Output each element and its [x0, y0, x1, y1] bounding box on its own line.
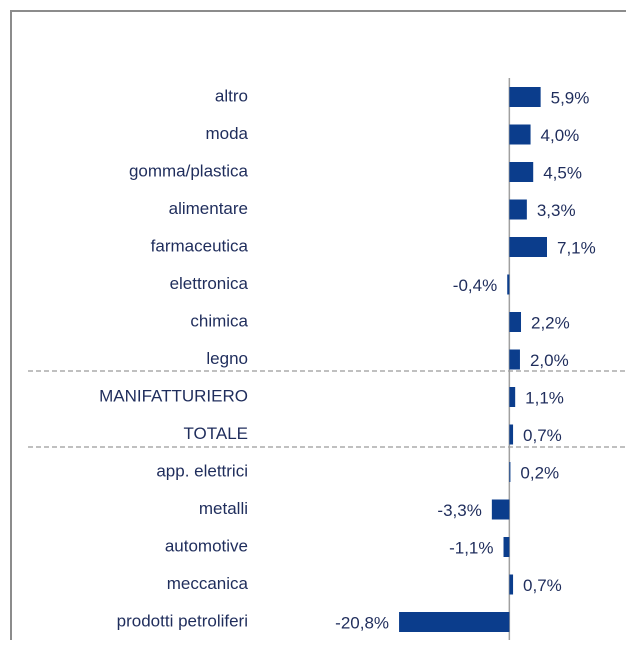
bar	[509, 387, 516, 407]
category-label: MANIFATTURIERO	[99, 386, 248, 405]
bar	[503, 537, 510, 557]
category-label: meccanica	[167, 574, 249, 593]
category-label: TOTALE	[183, 424, 248, 443]
value-label: 4,5%	[543, 163, 582, 182]
bar	[491, 499, 510, 520]
bar	[509, 124, 531, 145]
value-label: 1,1%	[525, 388, 564, 407]
category-label: alimentare	[169, 199, 248, 218]
category-label: farmaceutica	[151, 236, 249, 255]
value-label: -0,4%	[453, 276, 497, 295]
value-label: 0,7%	[523, 576, 562, 595]
bar	[509, 237, 547, 257]
category-label: altro	[215, 86, 248, 105]
value-label: 0,7%	[523, 426, 562, 445]
bar	[399, 612, 510, 632]
category-label: prodotti petroliferi	[117, 611, 248, 630]
value-label: 4,0%	[541, 126, 580, 145]
value-label: 7,1%	[557, 238, 596, 257]
category-label: elettronica	[170, 274, 249, 293]
bar	[509, 312, 522, 332]
bar	[509, 162, 534, 182]
category-label: gomma/plastica	[129, 161, 249, 180]
bar	[509, 199, 527, 220]
category-label: automotive	[165, 536, 248, 555]
bar	[509, 87, 541, 107]
value-label: -1,1%	[449, 538, 493, 557]
value-label: -3,3%	[437, 501, 481, 520]
value-label: 0,2%	[520, 463, 559, 482]
bar	[509, 462, 511, 482]
category-label: moda	[205, 124, 248, 143]
category-label: app. elettrici	[156, 461, 248, 480]
value-label: 2,0%	[530, 351, 569, 370]
bar	[507, 274, 510, 295]
category-label: legno	[206, 349, 248, 368]
value-label: 2,2%	[531, 313, 570, 332]
category-label: chimica	[190, 311, 248, 330]
bar	[509, 574, 514, 595]
category-label: metalli	[199, 499, 248, 518]
value-label: 5,9%	[551, 88, 590, 107]
bar	[509, 349, 520, 370]
value-label: 3,3%	[537, 201, 576, 220]
value-label: -20,8%	[335, 613, 389, 632]
bar	[509, 424, 514, 445]
